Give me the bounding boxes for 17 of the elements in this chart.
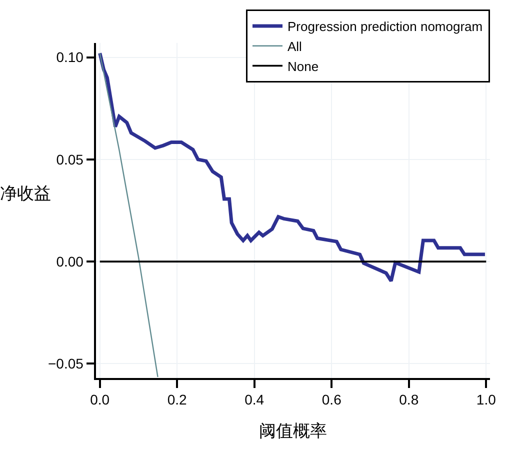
x-tick-label: 0.0 <box>90 392 110 408</box>
y-tick-label: 0.00 <box>56 253 84 270</box>
x-tick-label: 0.2 <box>167 392 188 408</box>
y-tick-label: 0.10 <box>56 49 84 66</box>
legend-label: All <box>288 38 302 54</box>
y-tick-label: −0.05 <box>48 356 84 372</box>
y-tick-label: 0.05 <box>56 151 84 168</box>
legend-label: None <box>288 58 319 74</box>
y-axis-title: 净收益 <box>0 184 51 203</box>
line-series <box>98 51 487 283</box>
legend-label: Progression prediction nomogram <box>288 19 483 34</box>
x-tick-label: 0.4 <box>244 392 264 408</box>
x-tick-label: 0.8 <box>399 392 419 408</box>
line-series <box>99 52 158 378</box>
x-axis-title: 阈值概率 <box>259 421 327 440</box>
x-tick-label: 1.0 <box>476 392 496 408</box>
x-tick-label: 0.6 <box>322 392 342 408</box>
